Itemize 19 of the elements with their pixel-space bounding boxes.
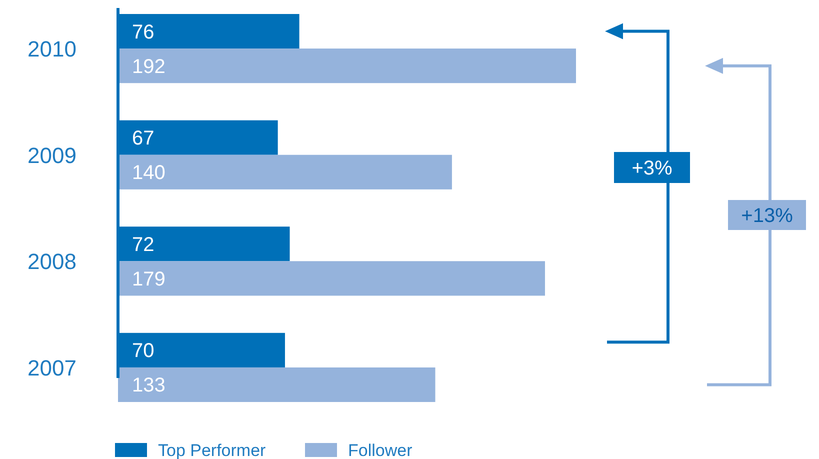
text: +13%: [741, 205, 794, 227]
y-tick-label: 2007: [28, 355, 76, 380]
bar: [118, 48, 576, 84]
data-label: 140: [132, 162, 166, 184]
bar: [118, 154, 452, 190]
bar: [118, 261, 545, 296]
text: +3%: [632, 158, 673, 180]
data-label: 192: [132, 56, 166, 78]
y-tick-label: 2008: [28, 249, 76, 274]
legend-label: Follower: [348, 441, 413, 459]
y-tick-label: 2010: [28, 36, 76, 62]
data-label: 76: [132, 21, 154, 44]
data-label: 67: [132, 128, 154, 150]
data-label: 133: [132, 374, 166, 397]
data-label: 70: [132, 340, 154, 362]
data-label: 72: [132, 234, 154, 256]
y-tick-label: 2009: [28, 142, 76, 168]
data-label: 179: [132, 268, 166, 290]
bar: [118, 367, 436, 402]
